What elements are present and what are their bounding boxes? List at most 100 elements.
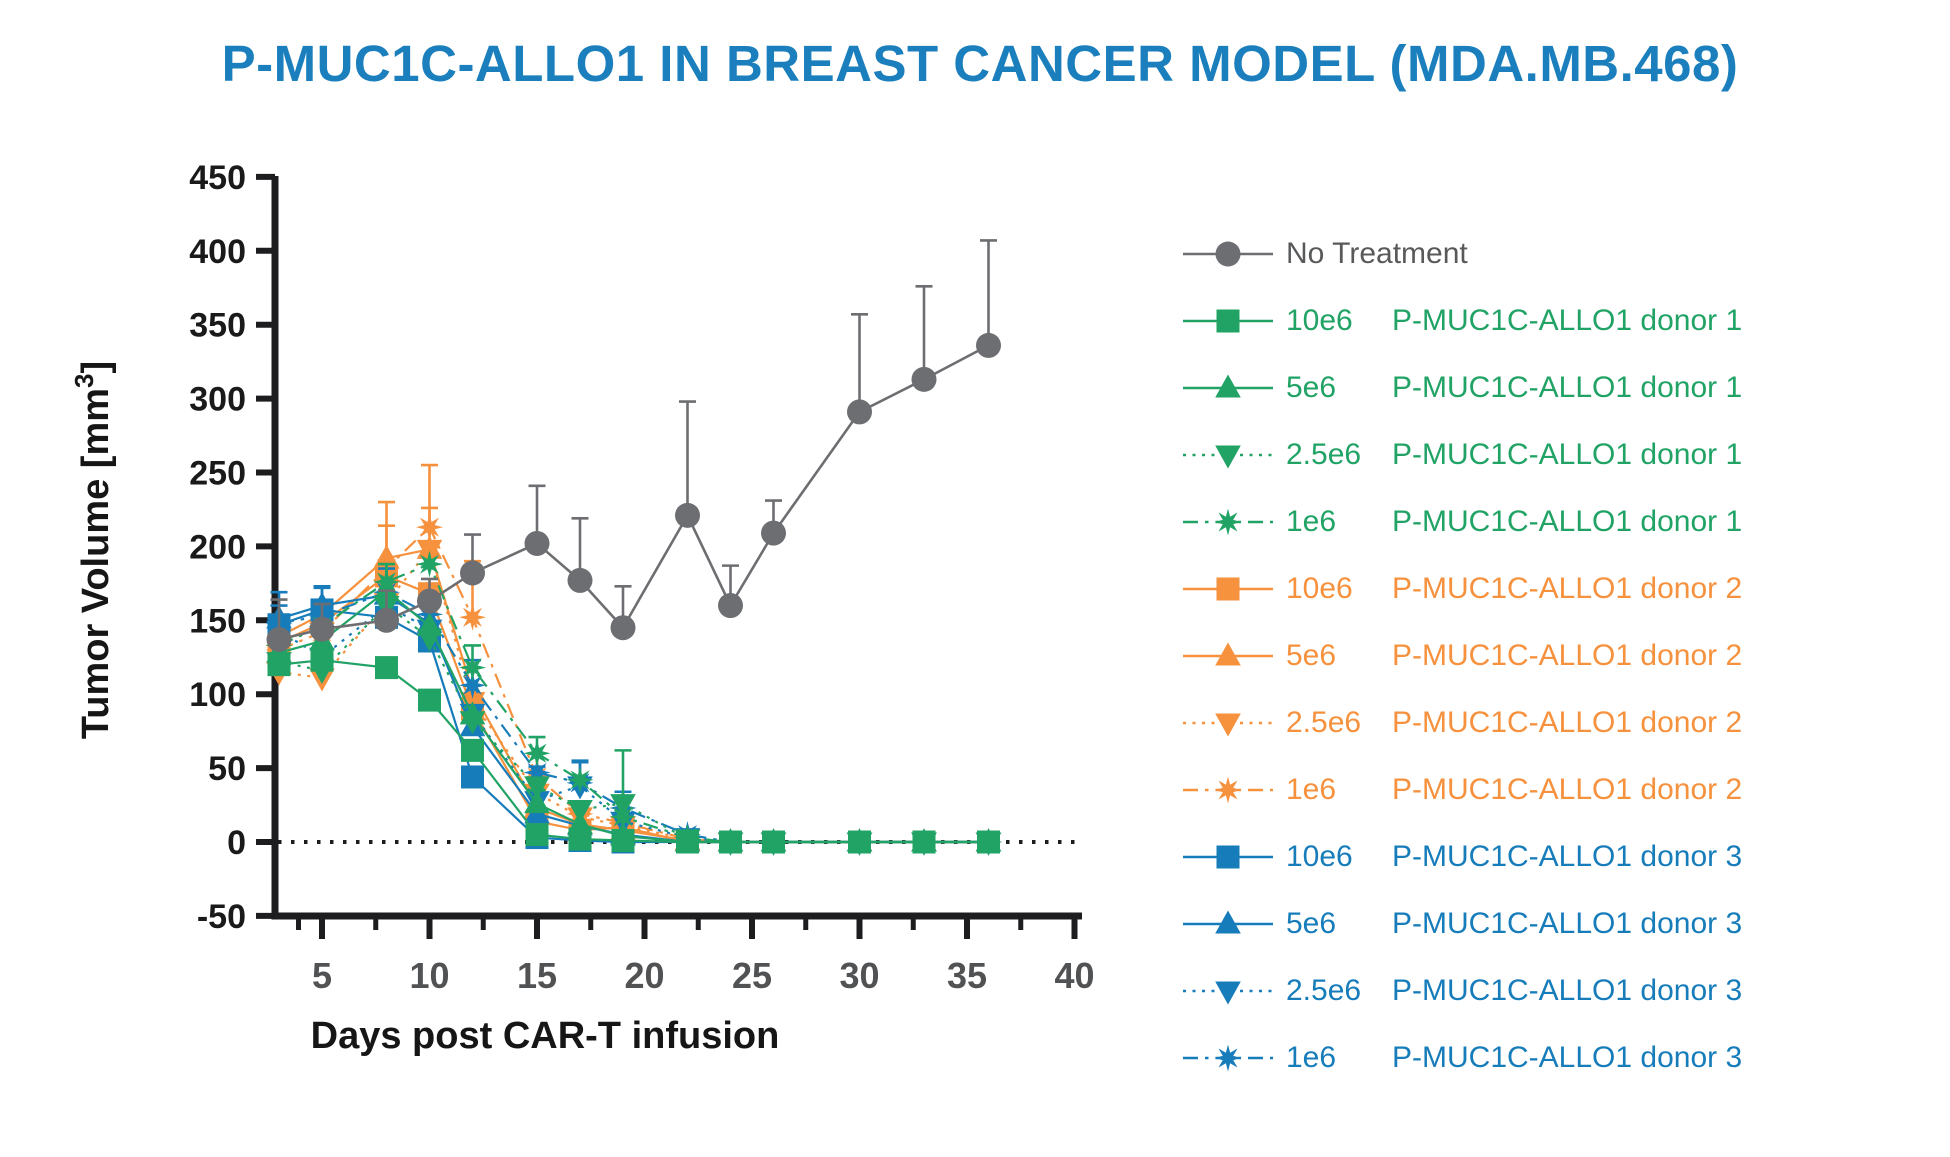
legend-star-marker	[1214, 776, 1242, 803]
circle-marker	[761, 520, 786, 546]
y-axis-ticks: 450 400 350 300 250 200 150 100 50 0 -50	[189, 159, 275, 936]
square-marker	[977, 830, 1000, 854]
legend-series-name: P-MUC1C-ALLO1 donor 3	[1392, 973, 1743, 1007]
x-axis-title: Days post CAR-T infusion	[311, 1015, 780, 1057]
square-marker	[676, 830, 699, 854]
legend-dose-label: No Treatment	[1286, 236, 1468, 270]
square-marker	[525, 823, 549, 847]
star-marker	[416, 550, 443, 578]
legend-item-10e6-donor2: 10e6 P-MUC1C-ALLO1 donor 2	[1180, 555, 1900, 622]
legend-item-no-treatment: No Treatment	[1180, 220, 1900, 287]
legend-triangle-down-marker	[1215, 445, 1241, 468]
legend-series-name: P-MUC1C-ALLO1 donor 1	[1392, 504, 1743, 538]
x-tick-label: 25	[732, 955, 772, 996]
legend-star-marker	[1214, 508, 1242, 535]
circle-marker	[847, 399, 872, 425]
circle-marker	[976, 332, 1001, 358]
legend-triangle-up-marker	[1215, 910, 1241, 933]
star-marker	[459, 671, 486, 699]
circle-marker	[675, 502, 700, 528]
square-marker	[267, 653, 291, 677]
y-tick-label: 150	[189, 602, 246, 640]
y-tick-label: 100	[189, 676, 246, 714]
circle-marker	[309, 616, 335, 642]
legend-series-name: P-MUC1C-ALLO1 donor 3	[1392, 906, 1743, 940]
triangle-up-icon	[1183, 910, 1273, 933]
square-marker	[418, 688, 441, 712]
circle-marker	[417, 588, 442, 614]
square-icon	[1183, 577, 1273, 600]
triangle-up-marker	[416, 535, 443, 559]
x-tick-label: 20	[624, 955, 664, 996]
y-tick-label: 300	[189, 381, 246, 419]
y-tick-label: 350	[189, 307, 246, 345]
legend-series-name: P-MUC1C-ALLO1 donor 1	[1392, 437, 1743, 471]
triangle-down-marker	[524, 776, 550, 800]
triangle-up-marker	[459, 701, 486, 725]
legend-item-1e6-donor2: 1e6 P-MUC1C-ALLO1 donor 2	[1180, 756, 1900, 823]
chart-title: P-MUC1C-ALLO1 IN BREAST CANCER MODEL (MD…	[221, 35, 1739, 92]
legend-dose-label: 5e6	[1286, 370, 1337, 404]
x-tick-label: 40	[1054, 955, 1094, 996]
square-marker	[461, 765, 484, 789]
y-tick-label: 250	[189, 455, 246, 493]
triangle-down-icon	[1183, 981, 1273, 1004]
legend-square-marker	[1216, 309, 1240, 332]
series-line	[278, 608, 989, 844]
square-marker	[310, 648, 334, 672]
triangle-down-icon	[1183, 713, 1273, 736]
legend-triangle-down-marker	[1215, 981, 1241, 1004]
star-marker	[523, 739, 551, 767]
axes	[271, 176, 1082, 920]
y-tick-label: 0	[227, 824, 246, 862]
square-marker	[912, 830, 936, 854]
legend-series-name: P-MUC1C-ALLO1 donor 1	[1392, 303, 1743, 337]
star-marker	[609, 803, 637, 831]
square-marker	[568, 827, 592, 851]
series-no-treatment	[266, 239, 1001, 653]
legend-triangle-up-marker	[1215, 642, 1241, 665]
legend-star-marker	[1214, 1044, 1242, 1071]
square-marker	[719, 830, 742, 854]
x-axis-ticks: 5 10 15 20 25 30 35 40	[296, 916, 1095, 996]
legend-series-name: P-MUC1C-ALLO1 donor 2	[1392, 571, 1743, 605]
circle-marker	[718, 593, 743, 619]
square-marker	[762, 830, 785, 854]
circle-marker	[911, 366, 937, 392]
y-tick-label: 400	[189, 233, 246, 271]
square-icon	[1183, 845, 1273, 868]
legend-dose-label: 10e6	[1286, 571, 1353, 605]
circle-icon	[1183, 241, 1273, 266]
series-line	[278, 604, 989, 844]
series-10e6-donor1	[267, 648, 1000, 854]
y-tick-label: 200	[189, 528, 246, 566]
legend-dose-label: 2.5e6	[1286, 973, 1362, 1007]
legend-dose-label: 1e6	[1286, 1040, 1337, 1074]
legend-square-marker	[1216, 845, 1240, 868]
x-tick-label: 5	[312, 955, 332, 996]
legend-item-1e6-donor3: 1e6 P-MUC1C-ALLO1 donor 3	[1180, 1024, 1900, 1091]
legend-dose-label: 10e6	[1286, 839, 1353, 873]
legend-dose-label: 5e6	[1286, 906, 1337, 940]
legend-dose-label: 10e6	[1286, 303, 1353, 337]
series-10e6-donor2	[267, 524, 1000, 854]
square-marker	[461, 738, 484, 762]
square-marker	[611, 829, 635, 853]
y-tick-label: -50	[197, 898, 246, 936]
x-tick-label: 30	[839, 955, 879, 996]
legend-dose-label: 5e6	[1286, 638, 1337, 672]
legend-item-2.5e6-donor3: 2.5e6 P-MUC1C-ALLO1 donor 3	[1180, 957, 1900, 1024]
y-tick-label: 450	[189, 159, 246, 197]
legend-dose-label: 1e6	[1286, 504, 1337, 538]
circle-marker	[374, 607, 399, 633]
circle-marker	[460, 560, 485, 586]
legend: No Treatment 10e6 P-MUC1C-ALLO1 donor 1 5e6…	[1180, 220, 1900, 1091]
x-tick-label: 15	[517, 955, 557, 996]
legend-series-name: P-MUC1C-ALLO1 donor 2	[1392, 638, 1743, 672]
circle-marker	[266, 627, 292, 653]
star-marker	[459, 654, 486, 682]
star-icon	[1183, 508, 1273, 535]
y-tick-label: 50	[208, 750, 246, 788]
